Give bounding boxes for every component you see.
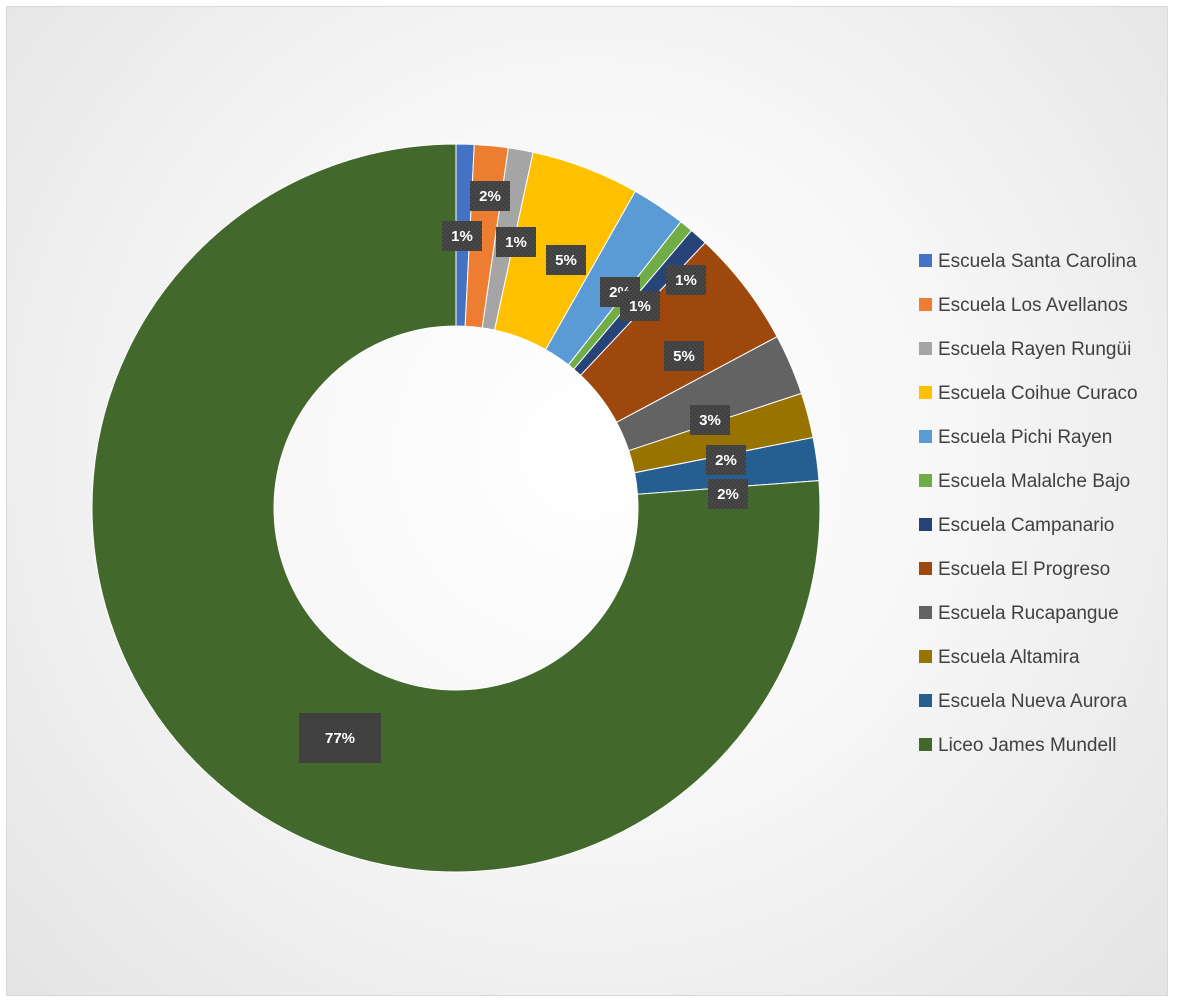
legend-label: Escuela Campanario (938, 515, 1114, 536)
data-label-text: 5% (555, 252, 577, 269)
data-label-escuela-altamira: 2% (706, 445, 746, 475)
legend-label: Escuela El Progreso (938, 559, 1110, 580)
legend-swatch (919, 474, 932, 487)
data-label-escuela-santa-carolina: 1% (442, 221, 482, 251)
legend-swatch (919, 518, 932, 531)
legend-swatch (919, 430, 932, 443)
data-label-box (496, 227, 536, 257)
data-label-box (442, 221, 482, 251)
data-label-box (690, 405, 730, 435)
legend-item-escuela-coihue-curaco[interactable]: Escuela Coihue Curaco (919, 383, 1138, 404)
legend-label: Escuela Pichi Rayen (938, 427, 1112, 448)
legend-swatch (919, 606, 932, 619)
legend-item-escuela-pichi-rayen[interactable]: Escuela Pichi Rayen (919, 427, 1112, 448)
legend-swatch (919, 562, 932, 575)
data-label-box (708, 479, 748, 509)
legend-label: Escuela Altamira (938, 647, 1080, 668)
legend-item-escuela-nueva-aurora[interactable]: Escuela Nueva Aurora (919, 691, 1127, 712)
legend-swatch (919, 342, 932, 355)
legend-item-escuela-rucapangue[interactable]: Escuela Rucapangue (919, 603, 1119, 624)
data-label-text: 77% (325, 730, 355, 747)
data-label-box (546, 245, 586, 275)
legend-swatch (919, 738, 932, 751)
legend-swatch (919, 650, 932, 663)
legend-swatch (919, 254, 932, 267)
data-label-escuela-los-avellanos: 2% (470, 181, 510, 211)
legend-item-liceo-james-mundell[interactable]: Liceo James Mundell (919, 735, 1116, 756)
legend-item-escuela-rayen-rungui[interactable]: Escuela Rayen Rungüi (919, 339, 1131, 360)
data-label-box (664, 341, 704, 371)
legend-item-escuela-santa-carolina[interactable]: Escuela Santa Carolina (919, 251, 1137, 272)
data-label-text: 1% (675, 272, 697, 289)
legend-label: Escuela Rucapangue (938, 603, 1119, 624)
legend-item-escuela-malalche-bajo[interactable]: Escuela Malalche Bajo (919, 471, 1130, 492)
legend-label: Escuela Coihue Curaco (938, 383, 1138, 404)
data-label-escuela-nueva-aurora: 2% (708, 479, 748, 509)
data-label-text: 2% (717, 486, 739, 503)
legend-label: Liceo James Mundell (938, 735, 1116, 756)
legend-swatch (919, 386, 932, 399)
legend-swatch (919, 694, 932, 707)
legend-label: Escuela Santa Carolina (938, 251, 1137, 272)
legend-item-escuela-altamira[interactable]: Escuela Altamira (919, 647, 1080, 668)
data-label-box (620, 291, 660, 321)
data-label-text: 1% (629, 298, 651, 315)
data-label-text: 1% (451, 228, 473, 245)
data-label-text: 3% (699, 412, 721, 429)
data-label-box (706, 445, 746, 475)
legend-item-escuela-el-progreso[interactable]: Escuela El Progreso (919, 559, 1110, 580)
legend-label: Escuela Los Avellanos (938, 295, 1128, 316)
data-label-box (666, 265, 706, 295)
legend-item-escuela-los-avellanos[interactable]: Escuela Los Avellanos (919, 295, 1128, 316)
data-label-text: 2% (715, 452, 737, 469)
data-label-escuela-rayen-rungui: 1% (496, 227, 536, 257)
legend-label: Escuela Rayen Rungüi (938, 339, 1131, 360)
data-label-liceo-james-mundell: 77% (299, 713, 381, 763)
data-label-text: 1% (505, 234, 527, 251)
legend-label: Escuela Nueva Aurora (938, 691, 1127, 712)
legend-item-escuela-campanario[interactable]: Escuela Campanario (919, 515, 1114, 536)
slice-liceo-james-mundell[interactable] (91, 143, 821, 873)
data-label-escuela-rucapangue: 3% (690, 405, 730, 435)
data-label-text: 2% (479, 188, 501, 205)
data-label-escuela-malalche-bajo: 1% (666, 265, 706, 295)
data-label-text: 5% (673, 348, 695, 365)
data-label-escuela-campanario: 1% (620, 291, 660, 321)
data-label-escuela-coihue-curaco: 5% (546, 245, 586, 275)
legend-swatch (919, 298, 932, 311)
legend: Escuela Santa Carolina Escuela Los Avella… (919, 251, 1138, 756)
legend-label: Escuela Malalche Bajo (938, 471, 1130, 492)
data-label-escuela-el-progreso: 5% (664, 341, 704, 371)
data-labels-group: 1%2%1%5%2%1%1%5%3%2%2%77% (299, 181, 748, 763)
data-label-box (470, 181, 510, 211)
data-label-box (299, 713, 381, 763)
